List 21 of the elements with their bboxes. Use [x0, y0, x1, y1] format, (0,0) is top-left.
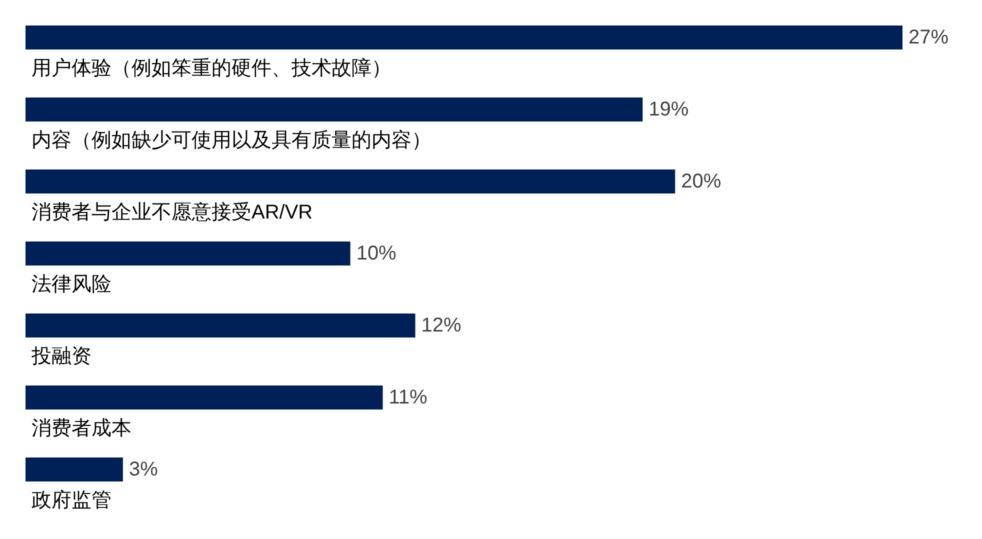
- bar: [26, 98, 643, 122]
- y-tick-label: 用户体验（例如笨重的硬件、技术故障）: [32, 58, 392, 80]
- bar: [26, 314, 416, 338]
- y-tick-label: 法律风险: [32, 274, 112, 296]
- data-label: 11%: [388, 386, 428, 408]
- data-label: 20%: [681, 170, 722, 192]
- bar: [26, 26, 902, 50]
- bar: [26, 386, 383, 410]
- data-label: 10%: [356, 242, 397, 264]
- data-label: 27%: [908, 26, 949, 48]
- y-tick-label: 投融资: [30, 346, 92, 368]
- y-tick-label: 消费者成本: [32, 418, 132, 440]
- data-label: 19%: [648, 98, 689, 120]
- y-tick-label: 消费者与企业不愿意接受AR/VR: [32, 202, 313, 224]
- bar: [26, 458, 123, 482]
- data-label: 12%: [421, 314, 462, 336]
- data-label: 3%: [128, 458, 158, 480]
- y-tick-label: 政府监管: [32, 490, 112, 512]
- bar: [26, 170, 676, 194]
- y-tick-label: 内容（例如缺少可使用以及具有质量的内容）: [32, 130, 432, 152]
- bar: [26, 242, 350, 266]
